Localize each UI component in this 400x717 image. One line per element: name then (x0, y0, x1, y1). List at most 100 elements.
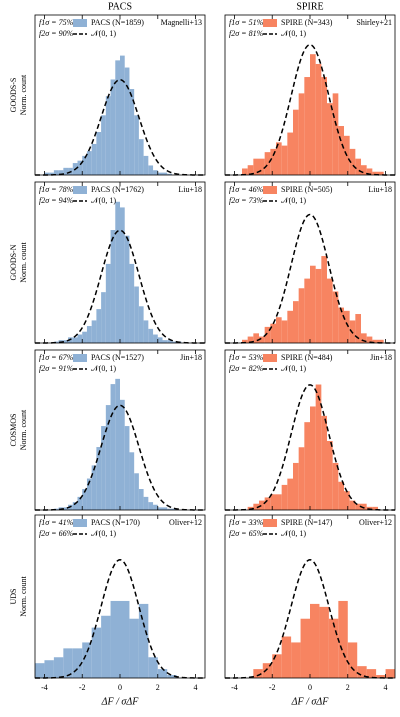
bar (120, 55, 125, 175)
bar (281, 636, 292, 678)
bar (120, 399, 125, 510)
y-axis-label: Norm. count (19, 576, 28, 617)
x-tick-label: 2 (346, 683, 350, 692)
bar (321, 256, 327, 343)
annotation: f1σ = 41% (39, 518, 74, 527)
bar (53, 170, 59, 175)
bar (315, 384, 322, 510)
bar (129, 618, 139, 678)
bar (372, 506, 378, 510)
bar (148, 328, 154, 343)
legend-swatch (263, 354, 277, 362)
annotation: f1σ = 33% (229, 518, 264, 527)
bar (344, 491, 350, 510)
bar (44, 172, 50, 175)
bar (293, 462, 299, 510)
bar (129, 89, 135, 175)
x-tick-label: 0 (308, 683, 312, 692)
annotation: f1σ = 53% (229, 353, 264, 362)
bar (264, 326, 271, 343)
bar (338, 600, 348, 678)
x-axis-label: ΔF / σΔF (101, 696, 140, 707)
bar (63, 507, 69, 510)
bar (327, 278, 333, 343)
x-axis-label: ΔF / σΔF (291, 696, 330, 707)
bar (115, 378, 120, 510)
row-label: GOODS-N (9, 244, 18, 280)
legend-label: 𝒩(0, 1) (91, 364, 116, 373)
legend-label: 𝒩(0, 1) (281, 364, 306, 373)
x-tick-label: -4 (41, 683, 48, 692)
bar (338, 126, 344, 175)
bar (242, 339, 248, 343)
bar (129, 452, 135, 510)
bar (63, 648, 73, 678)
bar (344, 310, 350, 343)
bar (361, 503, 367, 510)
legend-swatch (73, 519, 87, 527)
y-axis-label: Norm. count (19, 242, 28, 283)
legend-label: SPIRE (N=484) (281, 353, 333, 362)
bar (281, 145, 288, 175)
model-curve (34, 559, 206, 679)
bar (291, 642, 301, 678)
reference: Oliver+12 (359, 518, 392, 527)
column-title: PACS (108, 1, 132, 12)
bar (153, 504, 158, 510)
bar (310, 265, 316, 343)
bar (162, 172, 168, 175)
bar (153, 170, 158, 175)
bar (264, 152, 271, 175)
bar (270, 494, 276, 510)
bar (138, 603, 149, 678)
bar (293, 109, 299, 175)
bar (101, 292, 106, 343)
bar (96, 309, 102, 343)
legend-label: SPIRE (N=343) (281, 18, 333, 27)
bar (378, 171, 384, 175)
bar (355, 158, 361, 175)
bar (58, 170, 64, 175)
bar (349, 500, 356, 510)
bar (110, 384, 116, 510)
bar (120, 600, 130, 678)
bar (253, 158, 259, 175)
annotation: f2σ = 94% (39, 196, 74, 205)
x-tick-label: 2 (156, 683, 160, 692)
bar (304, 422, 310, 510)
legend-swatch (263, 519, 277, 527)
bar (86, 326, 92, 343)
model-curve (35, 78, 205, 176)
bar (310, 54, 316, 176)
bar (105, 263, 111, 343)
legend-label: PACS (N=1527) (91, 353, 144, 362)
bar (332, 93, 339, 175)
bar (124, 426, 130, 510)
bar (298, 93, 305, 175)
bar (167, 340, 172, 343)
bar (86, 478, 92, 510)
bar (134, 115, 139, 175)
bar (35, 663, 45, 678)
bar (332, 462, 339, 510)
model-curve (224, 559, 396, 679)
bar (53, 657, 64, 678)
bar (134, 286, 139, 343)
bar (281, 320, 288, 343)
bar (110, 79, 116, 175)
bar (86, 151, 92, 175)
model-curve (34, 404, 206, 511)
y-axis-label: Norm. count (19, 409, 28, 450)
legend-label: PACS (N=1859) (91, 18, 144, 27)
legend-label: PACS (N=170) (91, 518, 140, 527)
annotation: f1σ = 78% (39, 185, 74, 194)
bar (129, 263, 135, 343)
bar (138, 139, 144, 175)
annotation: f2σ = 66% (39, 529, 74, 538)
bar (143, 320, 149, 343)
bar (49, 172, 54, 175)
bar (355, 503, 361, 510)
bar (77, 496, 83, 510)
bar (63, 167, 69, 175)
